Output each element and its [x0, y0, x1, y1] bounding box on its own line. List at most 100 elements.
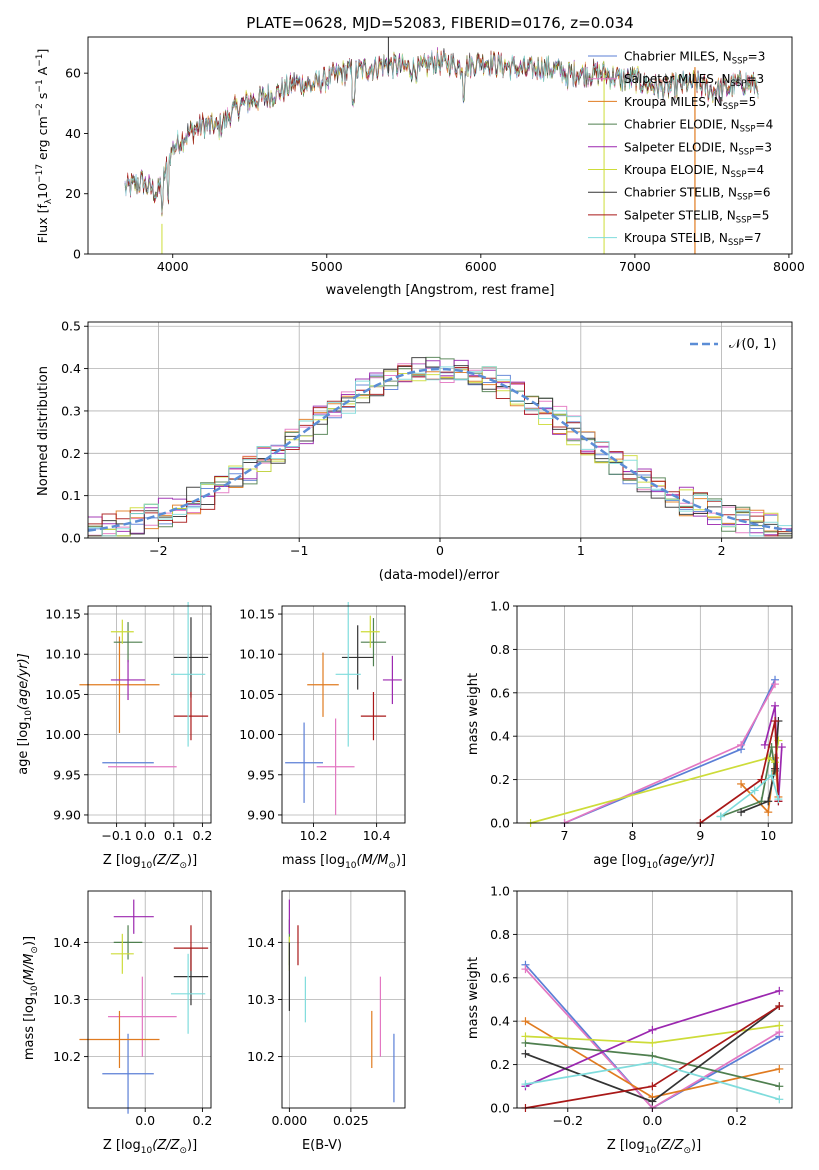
p3-y-tick-label: 0.6 — [490, 685, 510, 700]
spectrum-y-tick-label: 20 — [65, 186, 81, 201]
spectrum-x-tick-label: 4000 — [157, 259, 189, 274]
p6-x-tick-label: 0.2 — [727, 1113, 747, 1128]
p3-ylabel: mass weight — [466, 673, 481, 755]
p3-x-tick-label: 10 — [760, 828, 776, 843]
hist-xlabel: (data-model)/error — [379, 568, 500, 583]
p2-frame — [281, 605, 406, 824]
p5-x-tick-label: 0.000 — [271, 1113, 307, 1128]
p4-frame — [87, 890, 212, 1109]
p3-x-tick-label: 9 — [696, 828, 704, 843]
hist-x-tick-label: 2 — [718, 543, 726, 558]
p1-ylabel: age [log10(age/yr)] — [16, 653, 34, 775]
p2-x-tick-label: 10.4 — [363, 828, 391, 843]
hist-x-tick-label: −1 — [290, 543, 308, 558]
spectrum-y-tick-label: 40 — [65, 126, 81, 141]
p2-xlabel: mass [log10(M/M⊙)] — [282, 853, 406, 871]
p6-x-tick-label: −0.2 — [553, 1113, 583, 1128]
p5-x-tick-label: 0.025 — [333, 1113, 369, 1128]
p4-y-tick-label: 10.4 — [53, 935, 81, 950]
p3-y-tick-label: 0.8 — [490, 642, 510, 657]
p1-y-tick-label: 10.05 — [45, 687, 81, 702]
p3-xlabel: age [log10(age/yr)] — [593, 853, 715, 871]
hist-normal-curve — [87, 367, 793, 532]
hist-x-tick-label: 0 — [436, 543, 444, 558]
p3-y-tick-label: 0.0 — [490, 816, 510, 831]
p1-x-tick-label: 0.0 — [135, 828, 155, 843]
p6-y-tick-label: 1.0 — [490, 884, 510, 899]
p5-frame — [281, 890, 406, 1109]
p4-ylabel: mass [log10(M/M⊙)] — [22, 936, 40, 1060]
hist-y-tick-label: 0.2 — [61, 446, 81, 461]
hist-y-tick-label: 0.5 — [61, 319, 81, 334]
p1-frame — [87, 605, 212, 824]
p5-xlabel: E(B-V) — [302, 1138, 342, 1153]
hist-ylabel: Normed distribution — [36, 366, 51, 496]
hist-y-tick-label: 0.0 — [61, 531, 81, 546]
p6-x-tick-label: 0.0 — [642, 1113, 662, 1128]
p5-y-tick-label: 10.2 — [247, 1049, 275, 1064]
spectrum-legend-label: Kroupa STELIB, NSSP=7 — [624, 231, 762, 248]
p6-y-tick-label: 0.2 — [490, 1057, 510, 1072]
p3-frame — [516, 605, 793, 824]
p6-y-tick-label: 0.4 — [490, 1014, 510, 1029]
hist-y-tick-label: 0.3 — [61, 403, 81, 418]
spectrum-x-tick-label: 6000 — [465, 259, 497, 274]
p4-y-tick-label: 10.2 — [53, 1049, 81, 1064]
p2-y-tick-label: 10.10 — [239, 647, 275, 662]
spectrum-legend-label: Salpeter MILES, NSSP=3 — [624, 72, 764, 89]
p6-ylabel: mass weight — [466, 957, 481, 1039]
spectrum-legend-label: Salpeter ELODIE, NSSP=3 — [624, 140, 772, 157]
p1-y-tick-label: 9.95 — [53, 767, 81, 782]
spectrum-legend-label: Chabrier MILES, NSSP=3 — [624, 50, 765, 67]
p1-x-tick-label: 0.1 — [164, 828, 184, 843]
p3-y-tick-label: 0.2 — [490, 772, 510, 787]
p1-y-tick-label: 10.15 — [45, 607, 81, 622]
p6-y-tick-label: 0.0 — [490, 1101, 510, 1116]
spectrum-legend-label: Kroupa ELODIE, NSSP=4 — [624, 163, 764, 180]
p3-series-line — [564, 679, 776, 824]
p5-y-tick-label: 10.3 — [247, 992, 275, 1007]
p3-x-tick-label: 7 — [561, 828, 569, 843]
spectrum-y-tick-label: 0 — [73, 247, 81, 262]
spectrum-frame — [87, 36, 793, 255]
spectrum-legend-label: Salpeter STELIB, NSSP=5 — [624, 208, 769, 225]
p2-x-tick-label: 10.2 — [300, 828, 328, 843]
spectrum-ylabel: Flux [fλ10−17 erg cm−2 s−1 A−1] — [35, 49, 54, 244]
hist-y-tick-label: 0.4 — [61, 361, 81, 376]
p1-xlabel: Z [log10(Z/Z⊙)] — [103, 853, 197, 871]
hist-series-step — [88, 366, 792, 537]
spectrum-x-tick-label: 5000 — [311, 259, 343, 274]
spectrum-y-tick-label: 60 — [65, 66, 81, 81]
p3-y-tick-label: 0.4 — [490, 729, 510, 744]
hist-x-tick-label: −2 — [149, 543, 167, 558]
hist-frame — [87, 321, 793, 539]
p4-xlabel: Z [log10(Z/Z⊙)] — [103, 1138, 197, 1156]
p4-y-tick-label: 10.3 — [53, 992, 81, 1007]
p1-x-tick-label: −0.1 — [101, 828, 131, 843]
spectrum-x-tick-label: 8000 — [773, 259, 805, 274]
spectrum-legend-label: Chabrier ELODIE, NSSP=4 — [624, 118, 773, 135]
p2-y-tick-label: 10.15 — [239, 607, 275, 622]
p6-y-tick-label: 0.8 — [490, 927, 510, 942]
p2-y-tick-label: 9.90 — [247, 807, 275, 822]
p3-y-tick-label: 1.0 — [490, 599, 510, 614]
p1-y-tick-label: 10.10 — [45, 647, 81, 662]
spectrum-x-tick-label: 7000 — [619, 259, 651, 274]
p3-series-line — [720, 773, 780, 818]
hist-legend-label: 𝒩(0, 1) — [729, 337, 776, 352]
p1-x-tick-label: 0.2 — [192, 828, 212, 843]
p2-y-tick-label: 10.05 — [239, 687, 275, 702]
p4-x-tick-label: 0.0 — [135, 1113, 155, 1128]
spectrum-series-line — [124, 50, 759, 213]
p4-x-tick-label: 0.2 — [192, 1113, 212, 1128]
spectrum-legend-label: Kroupa MILES, NSSP=5 — [624, 95, 756, 112]
p6-frame — [516, 890, 793, 1109]
spectrum-xlabel: wavelength [Angstrom, rest frame] — [326, 283, 555, 298]
p2-y-tick-label: 9.95 — [247, 767, 275, 782]
p3-x-tick-label: 8 — [628, 828, 636, 843]
spectrum-title: PLATE=0628, MJD=52083, FIBERID=0176, z=0… — [246, 14, 633, 32]
p2-y-tick-label: 10.00 — [239, 727, 275, 742]
hist-y-tick-label: 0.1 — [61, 488, 81, 503]
p3-series-line — [699, 720, 780, 824]
